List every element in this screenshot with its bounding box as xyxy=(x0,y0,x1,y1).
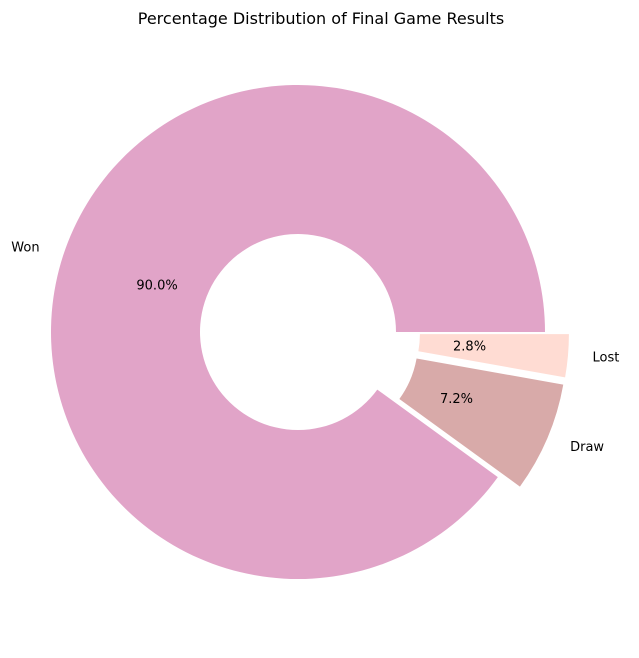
value-label-lost: 2.8% xyxy=(453,340,486,355)
value-label-draw: 7.2% xyxy=(440,392,473,407)
pie-slices xyxy=(50,84,569,580)
category-label-won: Won xyxy=(11,241,39,256)
chart-title: Percentage Distribution of Final Game Re… xyxy=(138,9,504,28)
category-label-draw: Draw xyxy=(570,440,604,455)
pie-slice-draw xyxy=(399,358,564,487)
pie-slice-won xyxy=(50,84,546,580)
category-label-lost: Lost xyxy=(593,350,620,365)
value-label-won: 90.0% xyxy=(136,279,177,294)
pie-slice-lost xyxy=(418,334,569,378)
pie-labels: Won 90.0% Draw 7.2% Lost 2.8% xyxy=(11,241,619,456)
